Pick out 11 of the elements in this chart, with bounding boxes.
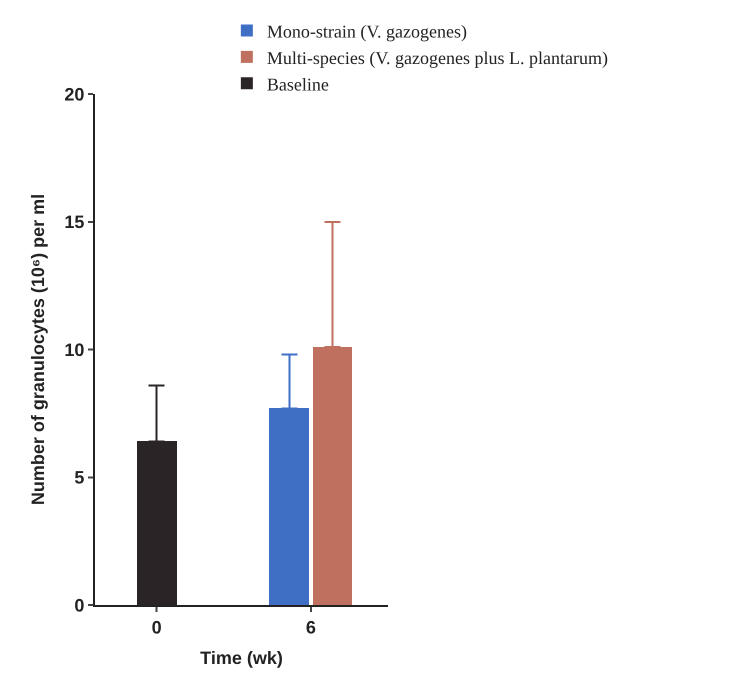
y-tick-label: 10 xyxy=(64,340,84,360)
y-tick-label: 15 xyxy=(64,212,84,232)
legend-label: Multi-species (V. gazogenes plus L. plantarum) xyxy=(266,48,608,68)
y-tick-label: 20 xyxy=(64,84,84,104)
x-tick-label: 6 xyxy=(306,618,316,638)
y-tick-label: 0 xyxy=(74,595,84,616)
y-axis-title: Number of granulocytes (10⁶) per ml xyxy=(28,194,48,506)
legend-label: Mono-strain (V. gazogenes) xyxy=(266,21,467,42)
y-tick-label: 5 xyxy=(74,468,84,488)
x-axis-title: Time (wk) xyxy=(200,648,283,668)
legend-label: Baseline xyxy=(266,74,329,94)
